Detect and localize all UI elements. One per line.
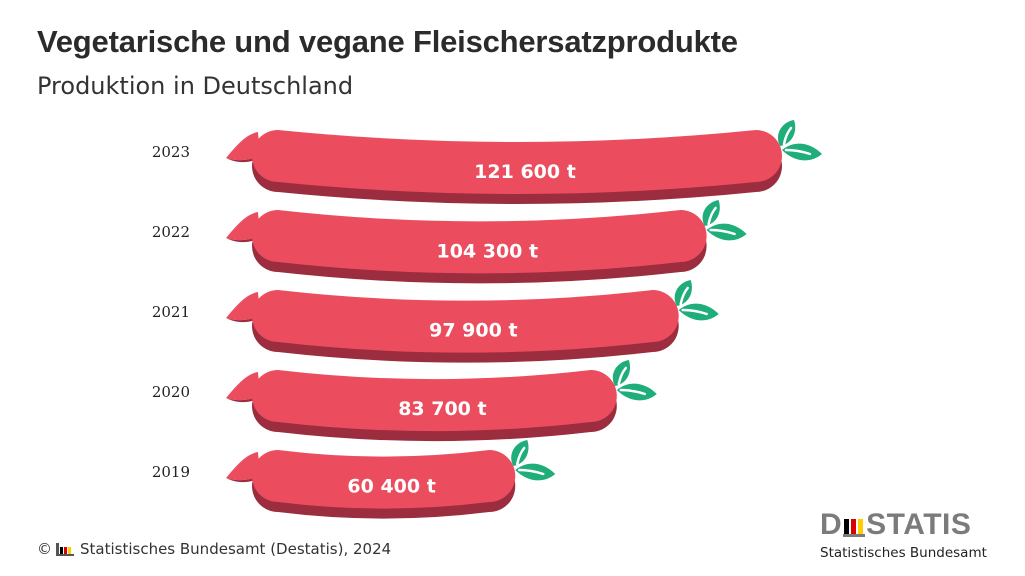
destatis-logo: D STATIS Statistisches Bundesamt (820, 508, 990, 561)
category-label: 2021 (152, 303, 190, 321)
leaf-vein-lower (784, 148, 812, 156)
category-label: 2023 (152, 143, 190, 161)
sausage-tied-end-shade (226, 316, 260, 323)
copyright-symbol: © (37, 540, 52, 558)
sausage-body (252, 210, 707, 274)
sausage-tied-end (226, 292, 260, 321)
sausage-body (252, 130, 782, 194)
sausage-body (252, 290, 679, 353)
source-footer: © Statistisches Bundesamt (Destatis), 20… (37, 540, 391, 558)
german-flag-bars-icon (843, 519, 866, 537)
logo-letter-d: D (820, 508, 843, 541)
category-label: 2022 (152, 223, 190, 241)
leaf-icon (511, 440, 556, 481)
destatis-mini-logo-icon (56, 542, 74, 556)
sausage-bar: 104 300 t 2022 (152, 200, 747, 284)
leaf-vein-lower (709, 228, 736, 236)
source-text: Statistisches Bundesamt (Destatis), 2024 (80, 540, 392, 558)
sausage-body (252, 370, 617, 432)
sausage-tied-end-shade (226, 156, 260, 163)
chart-subtitle: Produktion in Deutschland (37, 72, 354, 100)
leaf-vein-lower (619, 388, 647, 396)
sausage-tied-end (226, 452, 260, 481)
leaf-icon (674, 280, 719, 321)
leaf-vein-lower (681, 308, 708, 316)
sausage-body (252, 450, 516, 509)
sausage-bar: 121 600 t 2023 (152, 120, 822, 204)
leaf-icon (612, 360, 657, 401)
data-label: 97 900 t (429, 320, 517, 342)
leaf-vein-upper (516, 446, 526, 466)
leaf-vein-upper (617, 366, 628, 386)
category-label: 2020 (152, 383, 190, 401)
leaf-vein-lower (518, 468, 545, 476)
data-label: 104 300 t (436, 240, 538, 262)
logo-subtitle: Statistisches Bundesamt (820, 545, 987, 561)
data-label: 121 600 t (474, 161, 576, 183)
sausage-bar: 60 400 t 2019 (152, 440, 556, 519)
sausage-bar: 97 900 t 2021 (152, 280, 719, 363)
sausage-bar: 83 700 t 2020 (152, 360, 657, 442)
sausage-tied-end-shade (226, 476, 260, 483)
sausage-tied-end (226, 132, 260, 161)
sausage-tied-end (226, 372, 260, 401)
leaf-vein-upper (707, 206, 717, 226)
data-label: 83 700 t (398, 398, 486, 420)
sausage-tied-end (226, 212, 260, 241)
sausage-tied-end-shade (226, 396, 260, 403)
sausage-tied-end-shade (226, 236, 260, 243)
leaf-vein-upper (679, 286, 689, 306)
data-label: 60 400 t (347, 476, 435, 498)
leaf-vein-upper (782, 126, 793, 146)
logo-letters-statis: STATIS (866, 508, 972, 541)
destatis-wordmark: D STATIS (820, 508, 990, 542)
leaf-icon (702, 200, 747, 241)
category-label: 2019 (152, 463, 190, 481)
chart-title: Vegetarische und vegane Fleischersatzpro… (37, 24, 738, 59)
leaf-icon (777, 120, 822, 161)
